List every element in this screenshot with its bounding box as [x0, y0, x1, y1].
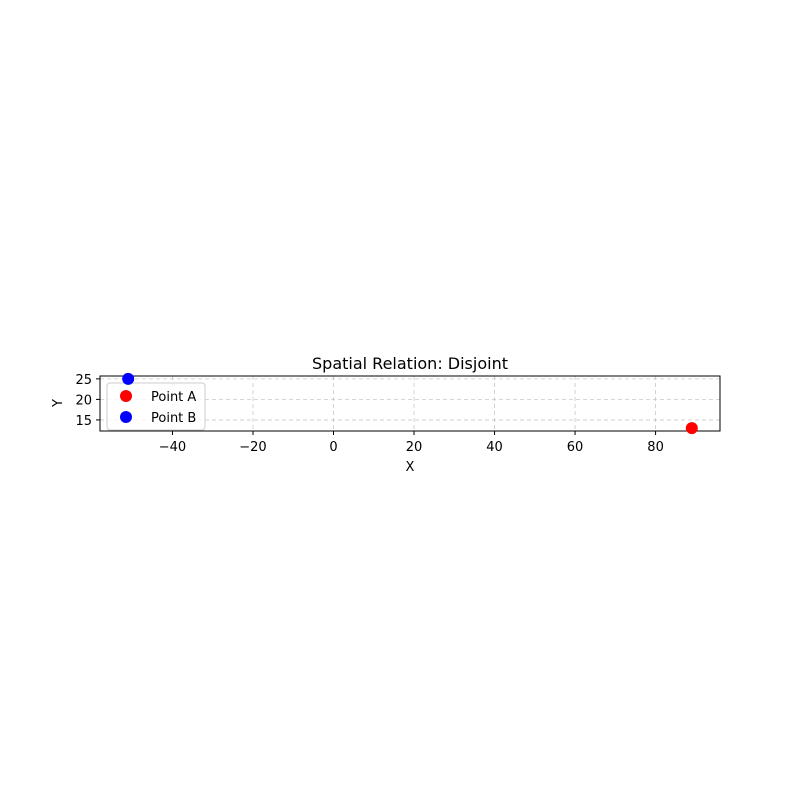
- x-tick-label: −20: [239, 440, 266, 455]
- y-tick-label: 20: [75, 393, 92, 408]
- x-axis-label: X: [406, 460, 415, 475]
- y-axis-label: Y: [51, 399, 66, 408]
- legend: Point A Point B: [106, 382, 206, 431]
- legend-label-point-b: Point B: [151, 411, 196, 426]
- points-layer: [122, 372, 698, 435]
- legend-marker-point-a: [120, 390, 132, 402]
- x-tick-label: 80: [647, 440, 664, 455]
- scatter-point-point-a: [685, 422, 698, 435]
- x-tick-label: −40: [159, 440, 186, 455]
- x-tick-label: 20: [406, 440, 423, 455]
- y-tick-label: 15: [75, 414, 92, 429]
- tick-layer: −40 −20 0 20 40 60 80 15 20 25: [75, 373, 663, 455]
- x-tick-label: 0: [329, 440, 337, 455]
- legend-label-point-a: Point A: [151, 390, 196, 405]
- x-tick-label: 40: [486, 440, 503, 455]
- scatter-point-point-b: [122, 372, 135, 385]
- legend-marker-point-b: [120, 411, 132, 423]
- chart-title: Spatial Relation: Disjoint: [312, 354, 508, 373]
- y-tick-label: 25: [75, 373, 92, 388]
- x-tick-label: 60: [567, 440, 584, 455]
- plot-frame: [99, 375, 721, 432]
